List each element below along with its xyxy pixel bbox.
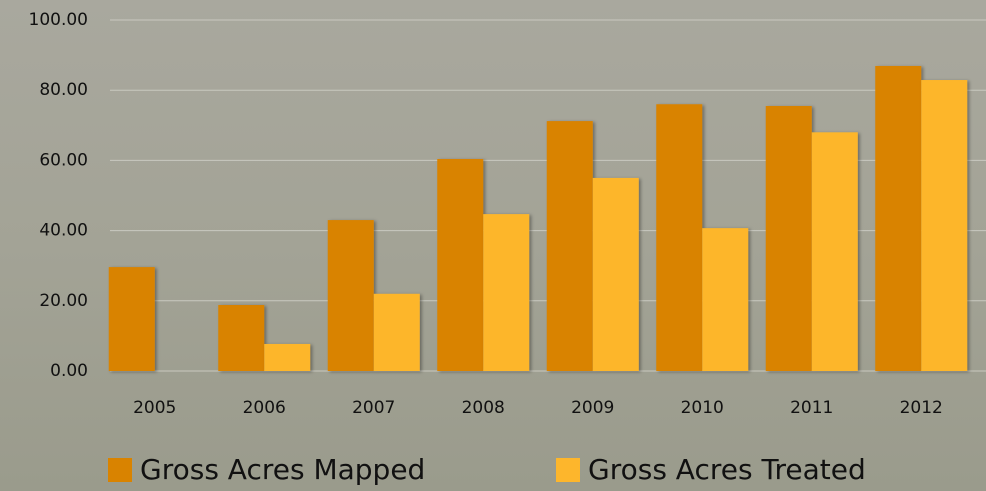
- x-tick-label: 2012: [900, 398, 943, 418]
- bar: [264, 343, 311, 371]
- x-tick-label: 2009: [571, 398, 614, 418]
- legend-text: Gross Acres Mapped: [140, 453, 425, 486]
- x-tick-label: 2008: [462, 398, 505, 418]
- x-tick-label: 2007: [352, 398, 395, 418]
- legend-swatch: [108, 458, 132, 482]
- x-tick-label: 2010: [681, 398, 724, 418]
- bar: [218, 305, 265, 371]
- bar: [656, 104, 703, 372]
- legend-swatch: [556, 458, 580, 482]
- bar: [702, 228, 749, 371]
- y-tick-label: 20.00: [39, 291, 88, 311]
- bar: [483, 214, 530, 371]
- x-tick-label: 2006: [243, 398, 286, 418]
- y-tick-label: 40.00: [39, 221, 88, 241]
- bar: [592, 177, 639, 371]
- y-tick-label: 0.00: [50, 361, 88, 381]
- bar: [108, 267, 155, 371]
- bar: [765, 105, 812, 372]
- bar: [875, 65, 922, 371]
- bar: [921, 80, 968, 371]
- bar: [327, 220, 374, 371]
- y-tick-label: 100.00: [29, 10, 88, 30]
- x-tick-label: 2011: [790, 398, 833, 418]
- bar: [373, 293, 420, 371]
- y-tick-label: 60.00: [39, 150, 88, 170]
- legend-text: Gross Acres Treated: [588, 453, 866, 486]
- bar: [437, 158, 484, 371]
- y-tick-label: 80.00: [39, 80, 88, 100]
- bar: [546, 121, 593, 371]
- bar: [811, 132, 858, 371]
- x-tick-label: 2005: [133, 398, 176, 418]
